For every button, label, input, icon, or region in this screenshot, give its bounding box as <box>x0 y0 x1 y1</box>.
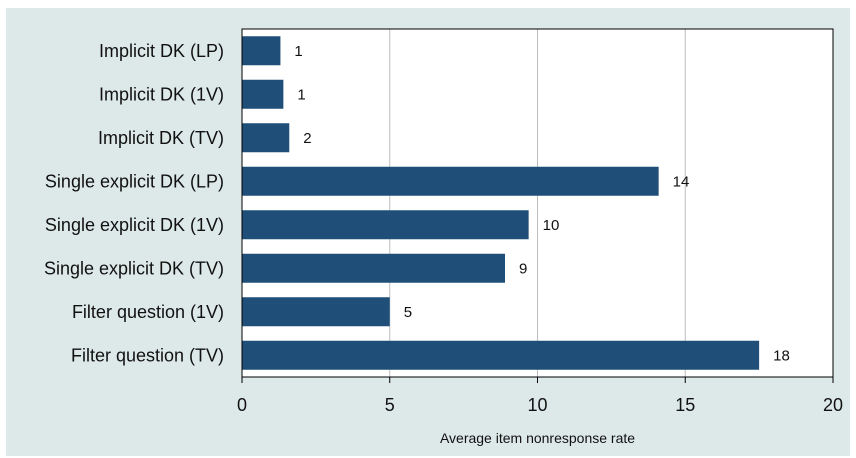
data-label: 2 <box>303 130 311 147</box>
bar <box>242 79 284 109</box>
data-label: 1 <box>297 86 305 103</box>
data-label: 14 <box>673 173 690 190</box>
data-label: 18 <box>773 347 790 364</box>
x-axis-title: Average item nonresponse rate <box>440 430 635 446</box>
bar <box>242 297 390 327</box>
x-tick-label: 15 <box>675 395 695 415</box>
category-label: Filter question (TV) <box>71 345 224 365</box>
bar <box>242 36 281 66</box>
category-label: Single explicit DK (1V) <box>45 215 224 235</box>
category-label: Single explicit DK (TV) <box>44 258 224 278</box>
bar <box>242 210 529 240</box>
data-label: 5 <box>404 304 412 321</box>
x-tick-label: 0 <box>237 395 247 415</box>
x-tick-label: 10 <box>527 395 547 415</box>
category-label: Filter question (1V) <box>72 302 224 322</box>
bar <box>242 340 760 370</box>
data-label: 1 <box>294 43 302 60</box>
category-label: Single explicit DK (LP) <box>45 171 224 191</box>
x-tick-label: 20 <box>823 395 843 415</box>
category-label: Implicit DK (TV) <box>98 128 224 148</box>
category-label: Implicit DK (LP) <box>99 41 224 61</box>
bar <box>242 166 659 196</box>
data-label: 9 <box>519 260 527 277</box>
category-label: Implicit DK (1V) <box>99 84 224 104</box>
data-label: 10 <box>543 217 560 234</box>
x-tick-label: 5 <box>385 395 395 415</box>
bar <box>242 123 290 153</box>
bar <box>242 253 505 283</box>
